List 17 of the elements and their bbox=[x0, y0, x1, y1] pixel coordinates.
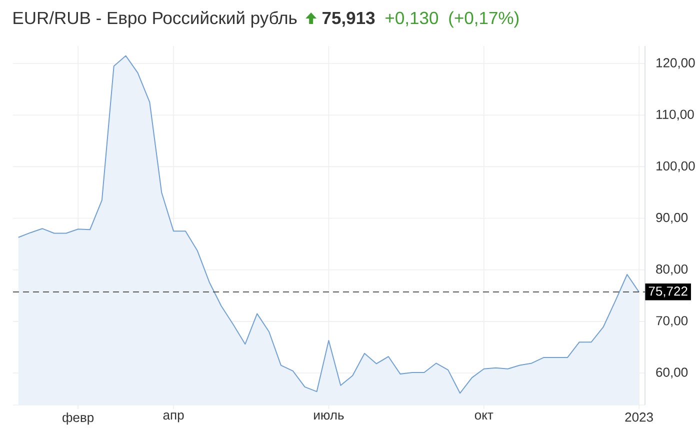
x-tick-label: апр bbox=[163, 412, 184, 422]
y-tick-label: 90,00 bbox=[656, 212, 688, 224]
y-tick-label: 120,00 bbox=[656, 58, 695, 69]
text: +0,130 bbox=[386, 12, 438, 26]
x-tick-label: февр bbox=[62, 412, 94, 425]
y-tick-label: 70,00 bbox=[656, 316, 688, 327]
x-tick-label: июль bbox=[314, 412, 344, 420]
x-tick-label: окт bbox=[474, 412, 494, 420]
x-tick-label: 2023 bbox=[625, 412, 653, 422]
y-tick-label: 100,00 bbox=[656, 161, 695, 172]
chart-title: EUR/RUB - Евро Российский рубль bbox=[14, 11, 297, 28]
ref-line-label: 75,722 bbox=[648, 286, 688, 298]
y-tick-label: 110,00 bbox=[656, 110, 694, 120]
y-tick-label: 80,00 bbox=[656, 264, 688, 276]
text: 75,913 bbox=[322, 12, 375, 27]
y-tick-label: 60,00 bbox=[656, 368, 688, 378]
text: (+0,17%) bbox=[449, 11, 518, 28]
